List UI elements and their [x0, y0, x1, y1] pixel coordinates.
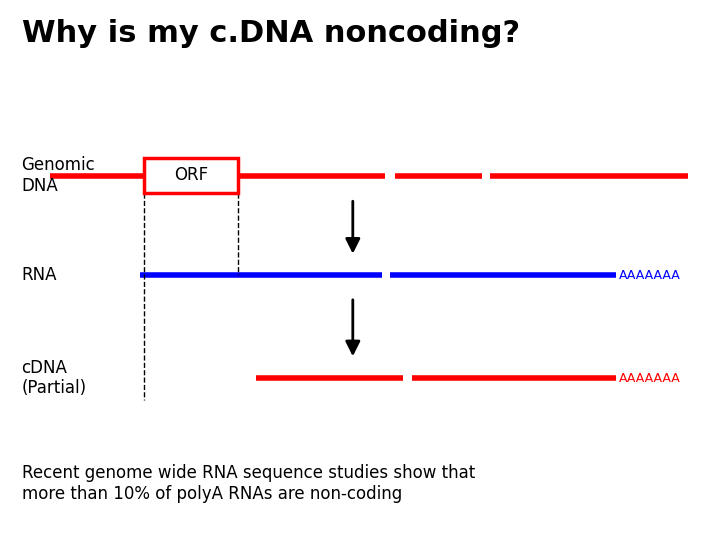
Text: Genomic
DNA: Genomic DNA: [22, 156, 95, 195]
Text: Recent genome wide RNA sequence studies show that
more than 10% of polyA RNAs ar: Recent genome wide RNA sequence studies …: [22, 464, 475, 503]
Text: AAAAAAA: AAAAAAA: [619, 269, 681, 282]
Bar: [144, 158, 238, 193]
Text: AAAAAAA: AAAAAAA: [619, 372, 681, 384]
Text: ORF: ORF: [174, 166, 208, 185]
Text: RNA: RNA: [22, 266, 57, 285]
Text: Why is my c.DNA noncoding?: Why is my c.DNA noncoding?: [22, 19, 520, 48]
Text: cDNA
(Partial): cDNA (Partial): [22, 359, 86, 397]
